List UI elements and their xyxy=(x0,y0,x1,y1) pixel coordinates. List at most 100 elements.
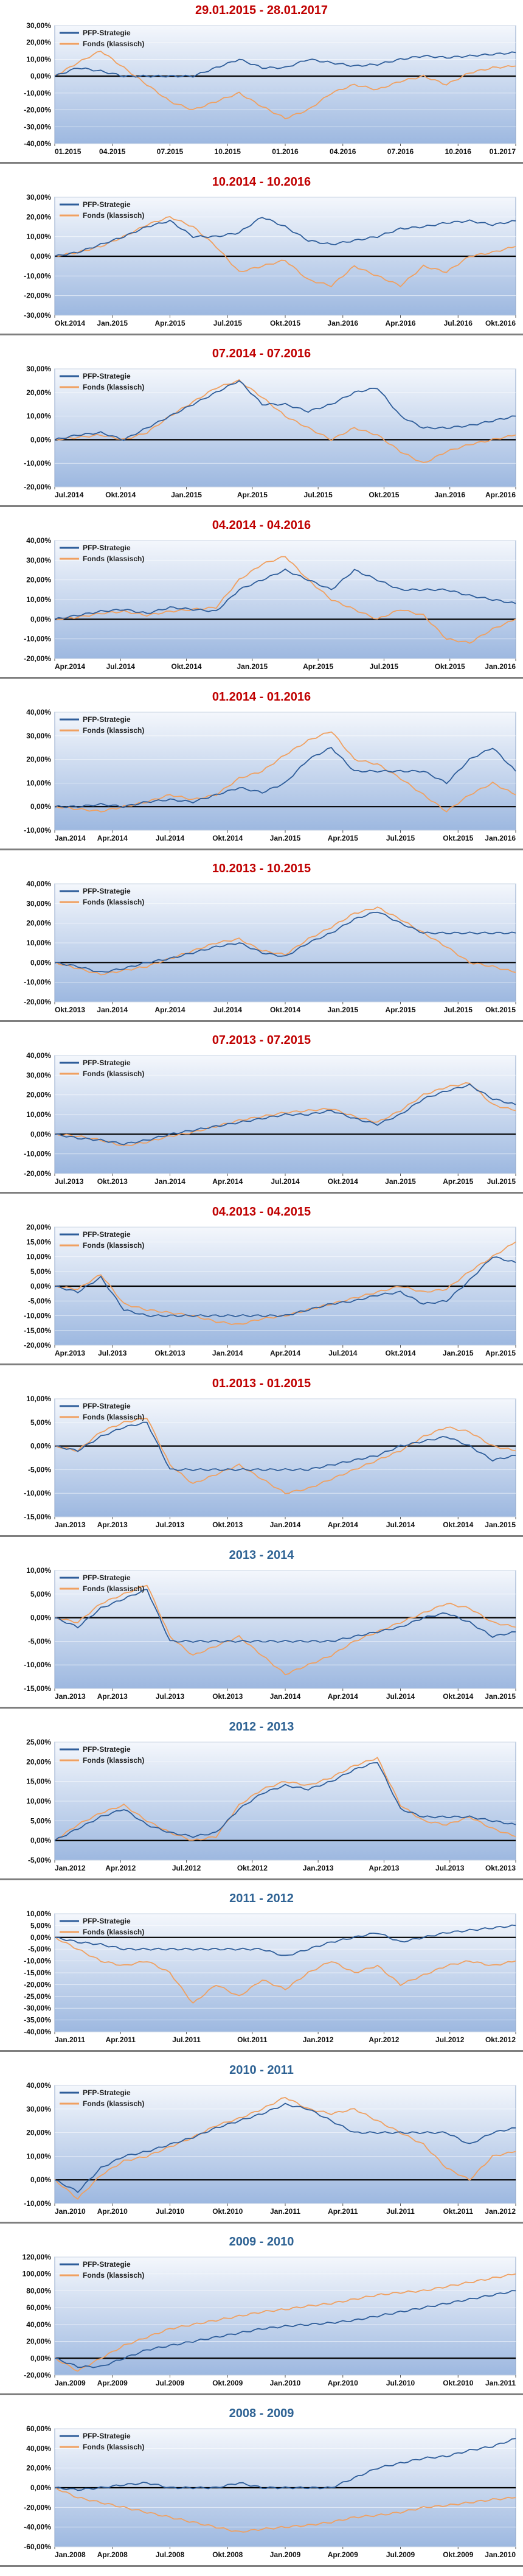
chart-title: 01.2013 - 01.2015 xyxy=(212,1377,311,1390)
y-tick-label: -15,00% xyxy=(24,1513,51,1521)
chart-panel: 2008 - 2009 60,00% 40,00% 20,00% 0,00% -20,00… xyxy=(0,2403,523,2567)
x-tick-label: Jul.2014 xyxy=(55,491,84,499)
panel-separator xyxy=(0,1020,523,1022)
line-chart: 30,00% 20,00% 10,00% 0,00% -10,00% -20,00% -30… xyxy=(24,21,516,156)
y-tick-label: 30,00% xyxy=(26,899,51,908)
legend: PFP-Strategie Fonds (klassisch) xyxy=(60,2088,144,2108)
panel-separator xyxy=(0,2050,523,2052)
line-chart: 60,00% 40,00% 20,00% 0,00% -20,00% -40,00% -60… xyxy=(24,2424,516,2559)
legend-label: PFP-Strategie xyxy=(83,1573,131,1582)
y-tick-label: 10,00% xyxy=(26,595,51,604)
series-line xyxy=(54,215,516,288)
x-tick-label: Jan.2010 xyxy=(270,2379,301,2387)
series-line xyxy=(54,731,516,813)
x-tick-label: Jul.2012 xyxy=(172,1864,201,1872)
y-tick-label: -10,00% xyxy=(24,1957,51,1965)
y-tick-label: -40,00% xyxy=(24,2523,51,2532)
x-tick-label: Jul.2013 xyxy=(55,1177,84,1186)
x-tick-label: Jul.2013 xyxy=(98,1349,127,1357)
x-tick-label: 01.2017 xyxy=(490,147,516,156)
x-tick-label: Jan.2015 xyxy=(97,319,128,327)
y-tick-label: 10,00% xyxy=(26,1797,51,1805)
y-tick-label: -5,00% xyxy=(28,1637,51,1645)
x-tick-label: Okt.2014 xyxy=(385,1349,415,1357)
chart-title: 2008 - 2009 xyxy=(229,2407,294,2420)
x-tick-label: Jan.2010 xyxy=(485,2550,516,2559)
y-tick-label: 30,00% xyxy=(26,556,51,564)
x-tick-label: Jan.2015 xyxy=(270,834,301,842)
y-tick-label: -30,00% xyxy=(24,311,51,320)
x-tick-label: Jan.2012 xyxy=(55,1864,86,1872)
y-tick-label: 15,00% xyxy=(26,1237,51,1246)
y-tick-label: 20,00% xyxy=(26,919,51,928)
x-tick-label: 07.2015 xyxy=(157,147,184,156)
chart-title: 04.2013 - 04.2015 xyxy=(212,1205,311,1219)
x-tick-label: Jan.2016 xyxy=(327,319,358,327)
y-tick-label: -20,00% xyxy=(24,483,51,491)
y-tick-label: 10,00% xyxy=(26,939,51,947)
x-tick-label: Jul.2015 xyxy=(444,1006,473,1014)
series-line xyxy=(54,1083,516,1146)
panel-separator xyxy=(0,1363,523,1365)
x-tick-label: Jan.2012 xyxy=(485,2207,516,2216)
y-tick-label: 30,00% xyxy=(26,193,51,201)
y-tick-label: -15,00% xyxy=(24,1969,51,1977)
x-tick-label: Jan.2015 xyxy=(485,1521,516,1529)
x-tick-label: Jul.2011 xyxy=(172,2035,201,2044)
x-tick-label: Jan.2011 xyxy=(55,2035,85,2044)
y-tick-label: -20,00% xyxy=(24,2371,51,2379)
x-tick-label: Apr.2015 xyxy=(385,1006,415,1014)
y-tick-label: -20,00% xyxy=(24,1341,51,1349)
y-tick-label: -20,00% xyxy=(24,1169,51,1178)
x-tick-label: Jan.2009 xyxy=(270,2550,301,2559)
x-tick-label: Apr.2010 xyxy=(97,2207,128,2216)
chart-panel: 07.2014 - 07.2016 30,00% 20,00% 10,00% 0,00%… xyxy=(0,343,523,507)
y-tick-label: 30,00% xyxy=(26,732,51,740)
y-tick-label: 40,00% xyxy=(26,708,51,716)
panel-separator xyxy=(0,1707,523,1709)
y-tick-label: 20,00% xyxy=(26,1091,51,1099)
y-tick-label: 20,00% xyxy=(26,2337,51,2346)
x-tick-label: Okt.2016 xyxy=(485,319,516,327)
legend-label: Fonds (klassisch) xyxy=(83,2443,144,2451)
series-line xyxy=(54,1762,516,1841)
x-tick-label: Jul.2013 xyxy=(156,1521,185,1529)
y-tick-label: 0,00% xyxy=(30,435,51,444)
x-tick-label: Okt.2014 xyxy=(328,1177,358,1186)
legend-label: Fonds (klassisch) xyxy=(83,1241,144,1250)
y-tick-label: 0,00% xyxy=(30,1282,51,1290)
y-tick-label: 30,00% xyxy=(26,2105,51,2113)
y-tick-label: 5,00% xyxy=(30,1590,51,1598)
y-tick-label: 20,00% xyxy=(26,576,51,584)
x-tick-label: 07.2016 xyxy=(387,147,414,156)
y-tick-label: -10,00% xyxy=(24,978,51,987)
x-tick-label: Jan.2015 xyxy=(443,1349,474,1357)
legend: PFP-Strategie Fonds (klassisch) xyxy=(60,1402,144,1421)
y-tick-label: 10,00% xyxy=(26,1110,51,1119)
chart-title: 01.2014 - 01.2016 xyxy=(212,690,311,704)
y-tick-label: 20,00% xyxy=(26,2464,51,2473)
series-line xyxy=(54,2102,516,2193)
y-tick-label: -10,00% xyxy=(24,271,51,280)
y-tick-label: 20,00% xyxy=(26,755,51,764)
legend-label: PFP-Strategie xyxy=(83,200,131,209)
y-tick-label: 5,00% xyxy=(30,1921,51,1930)
x-tick-label: Apr.2011 xyxy=(106,2035,136,2044)
x-tick-label: Apr.2014 xyxy=(328,1692,358,1701)
x-tick-label: Jul.2013 xyxy=(435,1864,465,1872)
chart-panel: 04.2013 - 04.2015 20,00% 15,00% 10,00% 5,00%… xyxy=(0,1202,523,1365)
y-tick-label: -20,00% xyxy=(24,2503,51,2511)
legend: PFP-Strategie Fonds (klassisch) xyxy=(60,715,144,735)
x-tick-label: Jul.2014 xyxy=(271,1177,300,1186)
y-tick-label: 0,00% xyxy=(30,2483,51,2492)
legend-label: Fonds (klassisch) xyxy=(83,2099,144,2108)
y-tick-label: -15,00% xyxy=(24,1684,51,1693)
panel-separator xyxy=(0,1192,523,1194)
x-tick-label: Jul.2010 xyxy=(386,2379,415,2387)
x-tick-label: Apr.2014 xyxy=(270,1349,300,1357)
legend-label: PFP-Strategie xyxy=(83,1230,131,1239)
x-tick-label: Okt.2014 xyxy=(171,662,202,671)
x-tick-label: Okt.2012 xyxy=(485,2035,516,2044)
y-tick-label: 40,00% xyxy=(26,536,51,545)
series-line xyxy=(54,51,516,78)
